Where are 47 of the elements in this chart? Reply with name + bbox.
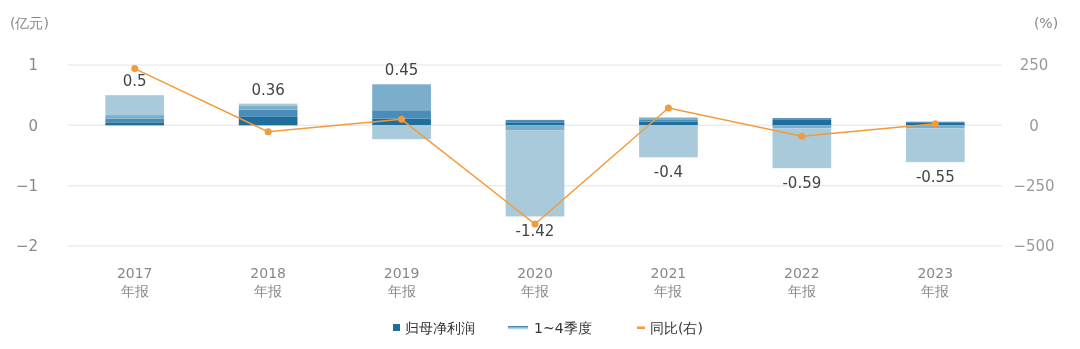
- bar: [505, 130, 565, 217]
- point: [131, 65, 139, 73]
- y-tick-label: 1: [28, 56, 38, 75]
- y2-axis-title: (%): [1033, 15, 1059, 31]
- point: [398, 115, 406, 123]
- y2-tick-label: −500: [1013, 237, 1055, 256]
- x-tick-label: 2017 年报: [116, 265, 153, 299]
- x-tick-label: 2018 年报: [250, 265, 286, 299]
- y-tick-label: 0: [28, 116, 38, 135]
- bar: [372, 84, 431, 111]
- total-label: -0.4: [653, 163, 684, 182]
- text: 归母净利润: [405, 320, 475, 336]
- y2-tick-label: −250: [1013, 176, 1055, 195]
- bar: [105, 95, 165, 116]
- total-label: 0.36: [251, 80, 285, 99]
- y-tick-label: −1: [15, 176, 38, 195]
- bar: [905, 128, 965, 163]
- x-tick-label: 2023 年报: [917, 265, 954, 299]
- total-label: -0.59: [782, 174, 822, 193]
- total-label: -1.42: [515, 222, 555, 241]
- bar: [238, 109, 298, 117]
- bar: [105, 115, 165, 119]
- bar: [505, 125, 565, 131]
- total-label: 0.5: [122, 72, 147, 91]
- text: 1~4季度: [534, 320, 592, 336]
- total-label: 0.45: [384, 61, 419, 80]
- x-tick-label: 2019 年报: [383, 265, 420, 299]
- y2-tick-label: 0: [1029, 116, 1039, 135]
- bar: [105, 122, 165, 126]
- x-tick-label: 2022 年报: [784, 265, 820, 299]
- bar: [372, 110, 431, 119]
- bar: [772, 128, 832, 169]
- bar: [772, 125, 832, 129]
- point: [798, 132, 806, 140]
- y-tick-label: −2: [15, 237, 38, 256]
- point: [264, 128, 272, 136]
- legend-label: 同比(右): [650, 320, 703, 336]
- y-axis-title: (亿元): [10, 15, 49, 31]
- y2-tick-label: 250: [1019, 56, 1049, 75]
- total-label: -0.55: [915, 168, 955, 187]
- bar: [372, 125, 431, 140]
- bar: [639, 125, 698, 158]
- bar: [772, 119, 832, 126]
- x-tick-label: 2021 年报: [650, 265, 687, 299]
- point: [664, 104, 672, 112]
- point: [931, 120, 939, 128]
- x-tick-label: 2020 年报: [517, 265, 553, 299]
